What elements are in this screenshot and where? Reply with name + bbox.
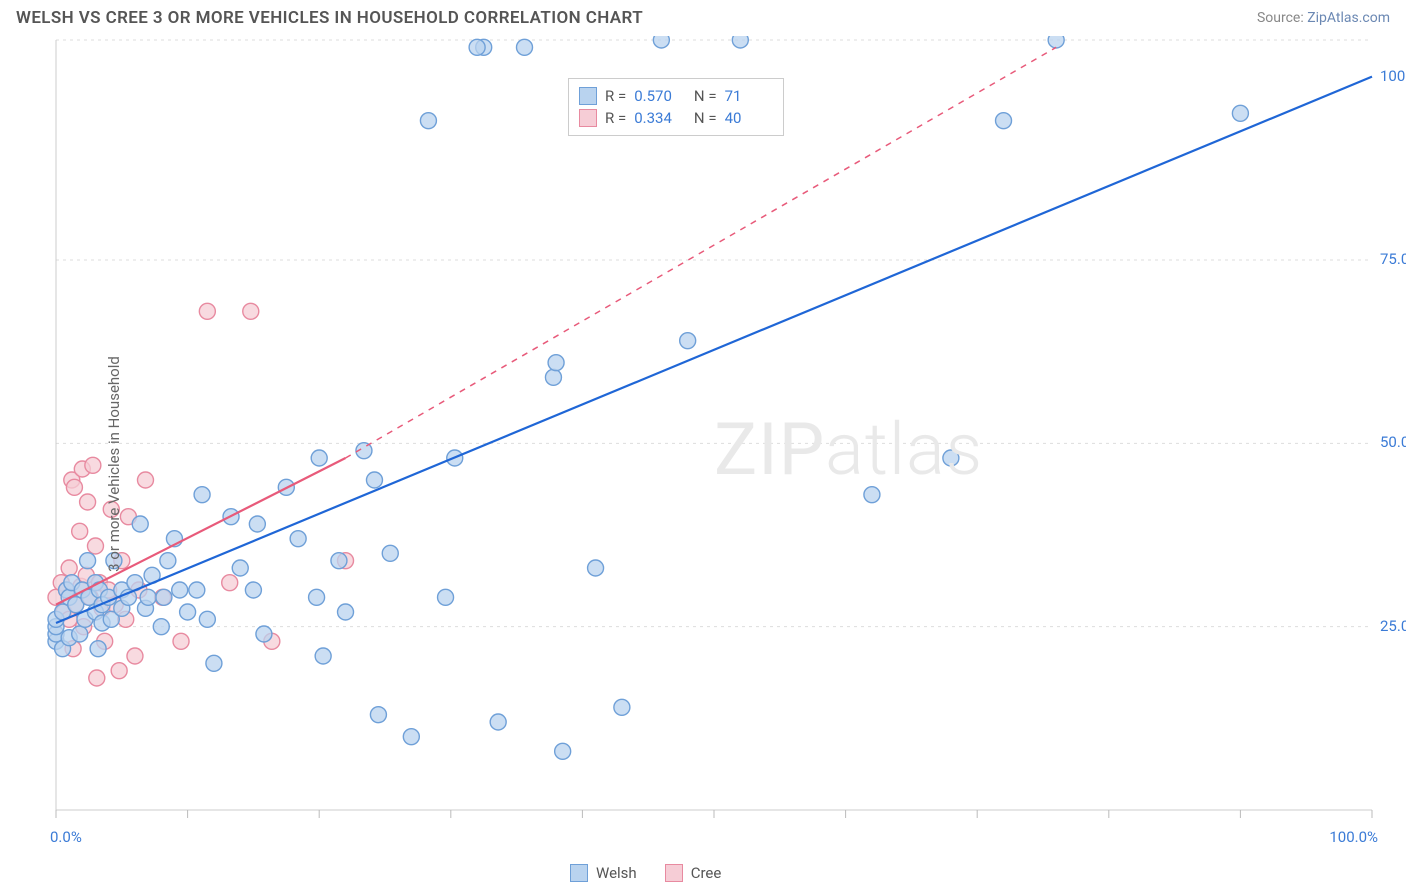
- legend-label-welsh: Welsh: [596, 864, 637, 882]
- swatch-welsh: [579, 87, 597, 105]
- source-prefix: Source:: [1257, 10, 1307, 26]
- y-axis-label: 3 or more Vehicles in Household: [105, 356, 123, 572]
- scatter-plot: [0, 36, 1406, 892]
- n-value-cree: 40: [725, 109, 773, 127]
- legend-label-cree: Cree: [691, 864, 722, 882]
- legend-item-welsh: Welsh: [570, 864, 637, 882]
- n-label: N =: [690, 109, 716, 127]
- r-value-welsh: 0.570: [634, 87, 682, 105]
- source-link[interactable]: ZipAtlas.com: [1307, 10, 1390, 26]
- r-value-cree: 0.334: [634, 109, 682, 127]
- swatch-welsh: [570, 864, 588, 882]
- legend-stats-row-cree: R = 0.334 N = 40: [579, 107, 773, 129]
- n-value-welsh: 71: [725, 87, 773, 105]
- source-label: Source: ZipAtlas.com: [1257, 10, 1390, 26]
- legend-item-cree: Cree: [665, 864, 722, 882]
- swatch-cree: [579, 109, 597, 127]
- r-label: R =: [605, 109, 626, 127]
- chart-area: 3 or more Vehicles in Household ZIPatlas…: [0, 36, 1406, 892]
- swatch-cree: [665, 864, 683, 882]
- legend-stats-row-welsh: R = 0.570 N = 71: [579, 85, 773, 107]
- legend-stats: R = 0.570 N = 71 R = 0.334 N = 40: [568, 78, 784, 136]
- n-label: N =: [690, 87, 716, 105]
- chart-title: WELSH VS CREE 3 OR MORE VEHICLES IN HOUS…: [16, 8, 643, 28]
- legend-series: Welsh Cree: [570, 864, 721, 882]
- r-label: R =: [605, 87, 626, 105]
